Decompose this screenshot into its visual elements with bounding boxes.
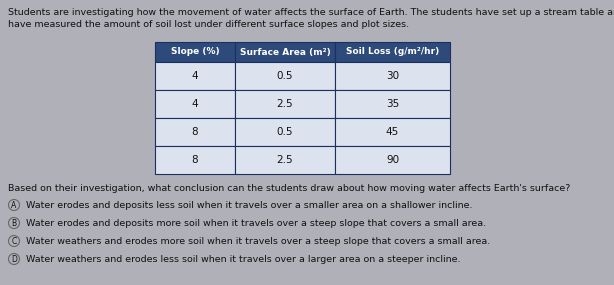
Bar: [155, 90, 235, 118]
Text: have measured the amount of soil lost under different surface slopes and plot si: have measured the amount of soil lost un…: [8, 20, 409, 29]
Text: Based on their investigation, what conclusion can the students draw about how mo: Based on their investigation, what concl…: [8, 184, 570, 193]
Text: Water erodes and deposits less soil when it travels over a smaller area on a sha: Water erodes and deposits less soil when…: [26, 201, 473, 209]
Bar: [235, 62, 335, 90]
Text: Water erodes and deposits more soil when it travels over a steep slope that cove: Water erodes and deposits more soil when…: [26, 219, 486, 227]
Text: B: B: [12, 219, 17, 227]
Bar: [155, 62, 235, 90]
Bar: [235, 90, 335, 118]
Text: 8: 8: [192, 127, 198, 137]
Text: 35: 35: [386, 99, 399, 109]
Bar: [235, 118, 335, 146]
Text: Students are investigating how the movement of water affects the surface of Eart: Students are investigating how the movem…: [8, 8, 614, 17]
Text: 0.5: 0.5: [277, 71, 293, 81]
Text: 4: 4: [192, 71, 198, 81]
Text: Soil Loss (g/m²/hr): Soil Loss (g/m²/hr): [346, 48, 439, 56]
Text: Surface Area (m²): Surface Area (m²): [239, 48, 330, 56]
Bar: [235, 42, 335, 62]
Bar: [335, 42, 450, 62]
Text: 8: 8: [192, 155, 198, 165]
Bar: [155, 118, 235, 146]
Text: 2.5: 2.5: [277, 155, 293, 165]
Text: Slope (%): Slope (%): [171, 48, 219, 56]
Text: 2.5: 2.5: [277, 99, 293, 109]
Text: 0.5: 0.5: [277, 127, 293, 137]
Text: D: D: [11, 255, 17, 264]
Bar: [335, 90, 450, 118]
Text: Water weathers and erodes less soil when it travels over a larger area on a stee: Water weathers and erodes less soil when…: [26, 255, 460, 264]
Text: C: C: [12, 237, 17, 245]
Bar: [335, 62, 450, 90]
Text: A: A: [12, 201, 17, 209]
Bar: [155, 42, 235, 62]
Bar: [335, 146, 450, 174]
Text: 30: 30: [386, 71, 399, 81]
Text: 4: 4: [192, 99, 198, 109]
Text: Water weathers and erodes more soil when it travels over a steep slope that cove: Water weathers and erodes more soil when…: [26, 237, 490, 245]
Text: 90: 90: [386, 155, 399, 165]
Bar: [335, 118, 450, 146]
Text: 45: 45: [386, 127, 399, 137]
Bar: [235, 146, 335, 174]
Bar: [155, 146, 235, 174]
